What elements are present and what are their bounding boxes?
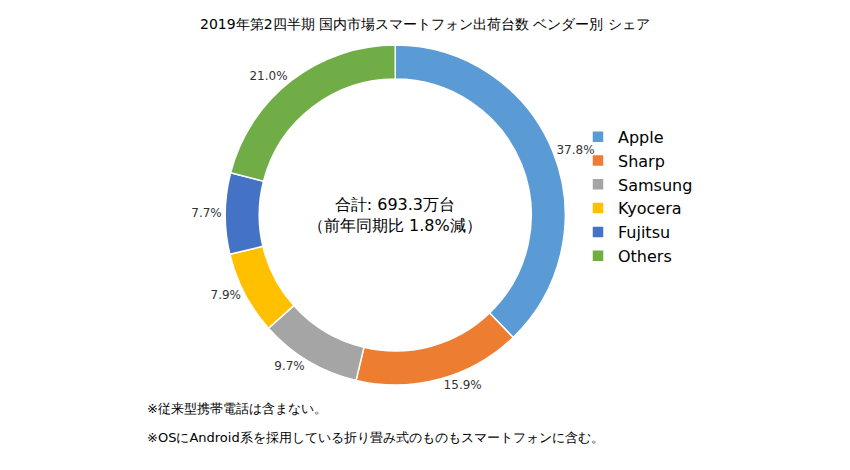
svg-text:7.7%: 7.7% — [191, 206, 222, 220]
svg-text:37.8%: 37.8% — [556, 143, 594, 157]
svg-text:Fujitsu: Fujitsu — [618, 223, 670, 242]
svg-text:Others: Others — [618, 247, 672, 266]
svg-text:7.9%: 7.9% — [211, 288, 242, 302]
svg-text:2019年第2四半期 国内市場スマートフォン出荷台数 ベンダ: 2019年第2四半期 国内市場スマートフォン出荷台数 ベンダー別 シェア — [200, 16, 650, 32]
svg-text:Samsung: Samsung — [618, 176, 692, 195]
svg-text:※従来型携帯電話は含まない。: ※従来型携帯電話は含まない。 — [147, 401, 327, 416]
svg-text:※OSにAndroid系を採用している折り畳み式のものもスマ: ※OSにAndroid系を採用している折り畳み式のものもスマートフォンに含む。 — [147, 430, 604, 445]
svg-text:9.7%: 9.7% — [274, 359, 305, 373]
svg-text:Kyocera: Kyocera — [618, 199, 682, 218]
svg-text:Sharp: Sharp — [618, 152, 665, 171]
svg-text:21.0%: 21.0% — [249, 69, 287, 83]
svg-text:Apple: Apple — [618, 128, 664, 147]
svg-text:合計: 693.3万台（前年同期比 1.8%減）: 合計: 693.3万台（前年同期比 1.8%減） — [308, 195, 482, 235]
svg-text:15.9%: 15.9% — [444, 378, 482, 392]
